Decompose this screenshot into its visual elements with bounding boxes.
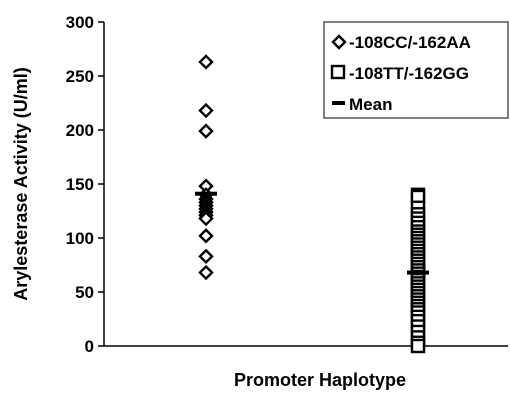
legend-label-tt: -108TT/-162GG: [349, 64, 469, 83]
legend-diamond-icon: [331, 34, 347, 50]
legend-label-mean: Mean: [349, 95, 392, 114]
y-tick-label-100: 100: [66, 229, 94, 248]
y-ticks: 0 50 100 150 200 250 300: [66, 13, 104, 356]
data-points: [198, 54, 426, 354]
y-tick-label-200: 200: [66, 121, 94, 140]
data-point-diamond: [198, 264, 214, 281]
y-axis-title: Arylesterase Activity (U/ml): [11, 67, 31, 300]
y-tick-label-50: 50: [75, 283, 94, 302]
y-tick-label-250: 250: [66, 67, 94, 86]
data-point-square: [410, 338, 426, 354]
legend-item-cc: -108CC/-162AA: [331, 33, 471, 52]
data-point-diamond: [198, 54, 214, 70]
legend-item-mean: Mean: [332, 95, 392, 114]
data-point-diamond: [198, 123, 214, 139]
data-point-diamond: [198, 248, 214, 265]
data-point-diamond: [198, 102, 214, 119]
legend-label-cc: -108CC/-162AA: [349, 33, 471, 52]
y-tick-label-300: 300: [66, 13, 94, 32]
y-tick-label-150: 150: [66, 175, 94, 194]
mean-markers: [195, 191, 429, 275]
data-point-diamond: [198, 228, 214, 244]
legend-box: [323, 21, 509, 119]
legend-item-tt: -108TT/-162GG: [330, 64, 469, 83]
x-axis-title: Promoter Haplotype: [234, 370, 406, 390]
legend: -108CC/-162AA -108TT/-162GG Mean: [323, 21, 509, 119]
mean-marker: [407, 270, 429, 275]
mean-marker: [195, 191, 217, 196]
legend-mean-dash-icon: [332, 101, 345, 105]
legend-square-icon: [330, 64, 346, 80]
data-point-diamond: [198, 210, 214, 227]
y-tick-label-0: 0: [85, 337, 94, 356]
